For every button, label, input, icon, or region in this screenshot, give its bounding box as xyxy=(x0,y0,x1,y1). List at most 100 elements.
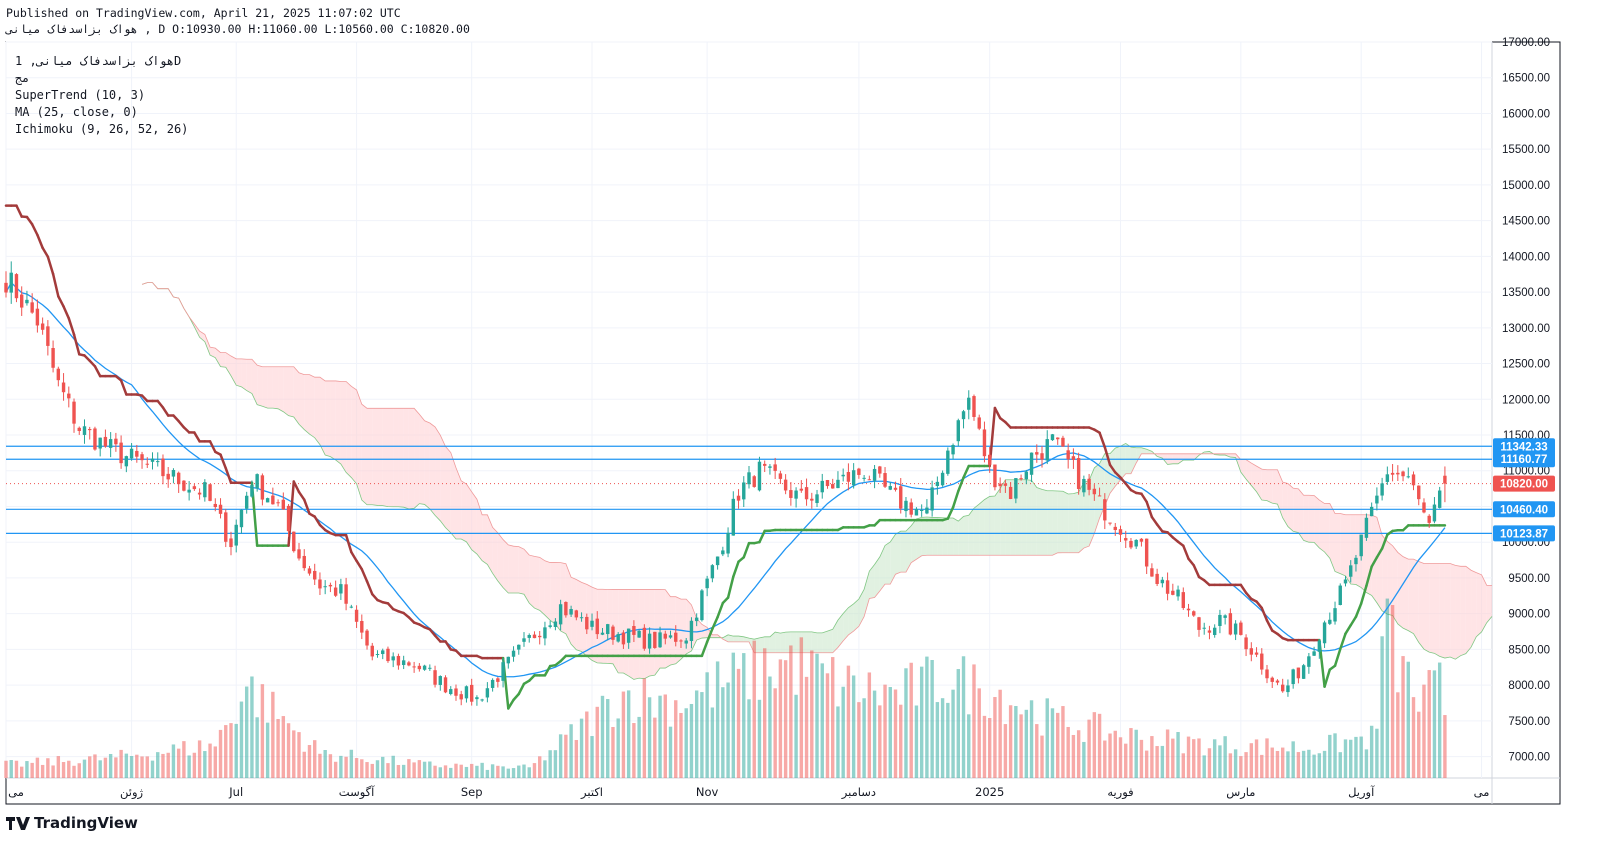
tradingview-logo[interactable]: TradingView xyxy=(6,814,138,832)
candle-body xyxy=(302,555,306,569)
candle-body xyxy=(595,618,599,635)
supertrend-segment xyxy=(517,682,526,696)
supertrend-segment xyxy=(1145,500,1154,519)
volume-bar xyxy=(1092,712,1097,778)
volume-bar xyxy=(438,767,442,778)
volume-bar xyxy=(443,765,448,778)
cloud-segment xyxy=(1052,490,1058,556)
candle-body xyxy=(433,670,437,685)
supertrend-segment xyxy=(527,674,536,682)
candle-body xyxy=(632,626,636,635)
volume-bar xyxy=(224,725,228,778)
candle-body xyxy=(532,634,537,639)
candle-body xyxy=(846,471,851,482)
plot-frame xyxy=(5,41,1561,805)
candle-body xyxy=(224,512,228,542)
candle-body xyxy=(804,487,809,500)
candle-body xyxy=(904,500,908,512)
volume-bar xyxy=(77,763,81,778)
cloud-segment xyxy=(1298,488,1304,541)
volume-bar xyxy=(1338,752,1342,778)
volume-bar xyxy=(532,763,537,778)
volume-bar xyxy=(700,692,704,778)
candle-body xyxy=(187,489,191,493)
supertrend-segment xyxy=(15,204,23,218)
volume-bar xyxy=(794,694,798,778)
cloud-segment xyxy=(848,603,854,635)
candle-body xyxy=(1050,434,1055,441)
candle-body xyxy=(1040,453,1044,460)
y-tick-label: 13000.00 xyxy=(1502,323,1550,335)
candle-body xyxy=(1108,522,1112,524)
candle-body xyxy=(642,627,647,649)
volume-bar xyxy=(171,744,176,778)
cloud-segment xyxy=(393,408,399,507)
cloud-segment xyxy=(618,589,624,674)
cloud-segment xyxy=(1335,513,1341,574)
candle-body xyxy=(1092,488,1097,495)
cloud-segment xyxy=(1062,491,1069,553)
candle-body xyxy=(449,689,453,695)
volume-bar xyxy=(140,756,144,778)
candle-body xyxy=(1139,538,1144,542)
cloud-segment xyxy=(1157,453,1163,459)
volume-bar xyxy=(485,769,490,778)
volume-bar xyxy=(1307,749,1311,778)
volume-bar xyxy=(61,762,66,778)
volume-bar xyxy=(396,764,401,778)
volume-bar xyxy=(1322,750,1327,778)
supertrend-segment xyxy=(193,431,201,443)
cloud-segment xyxy=(958,516,964,556)
candle-body xyxy=(244,495,249,509)
candle-body xyxy=(1212,627,1217,635)
candle-body xyxy=(700,590,704,621)
supertrend-segment xyxy=(360,567,369,583)
volume-bar xyxy=(846,665,851,778)
volume-bar xyxy=(658,695,662,778)
volume-bar xyxy=(883,684,887,778)
candle-body xyxy=(1422,502,1426,513)
candle-body xyxy=(705,578,709,589)
cloud-segment xyxy=(670,596,676,666)
volume-bar xyxy=(1014,706,1018,778)
candle-body xyxy=(878,466,882,474)
candle-body xyxy=(286,505,291,532)
volume-bar xyxy=(339,755,343,778)
supertrend-segment xyxy=(543,664,552,677)
cloud-segment xyxy=(1246,459,1252,486)
cloud-segment xyxy=(1418,561,1424,650)
candle-body xyxy=(103,436,108,447)
supertrend-segment xyxy=(1108,463,1117,474)
volume-bar xyxy=(114,757,118,778)
candle-body xyxy=(747,472,751,485)
volume-bar xyxy=(1312,754,1316,778)
supertrend-segment xyxy=(1140,492,1148,504)
candle-body xyxy=(585,616,589,630)
cloud-segment xyxy=(817,632,823,653)
volume-bar xyxy=(286,723,291,778)
candle-body xyxy=(501,662,505,681)
volume-bar xyxy=(1066,726,1070,778)
last-price-tag-bg xyxy=(1493,475,1555,492)
candle-body xyxy=(726,532,730,554)
candle-body xyxy=(333,587,338,596)
cloud-segment xyxy=(445,446,451,533)
volume-bar xyxy=(1249,743,1254,778)
volume-bar xyxy=(862,698,866,778)
volume-bar xyxy=(1061,706,1065,778)
volume-bar xyxy=(192,752,197,778)
y-tick-label: 14500.00 xyxy=(1502,216,1550,228)
legend-ma: MA (25, close, 0) xyxy=(15,105,138,119)
candle-body xyxy=(626,628,631,643)
volume-bar xyxy=(632,723,636,778)
candle-body xyxy=(1417,485,1421,500)
volume-bar xyxy=(715,661,720,778)
cloud-segment xyxy=(1314,495,1320,548)
volume-bar xyxy=(1270,747,1274,778)
volume-bar xyxy=(836,706,840,778)
cloud-segment xyxy=(1403,556,1409,631)
candle-body xyxy=(292,531,296,552)
supertrend-segment xyxy=(172,414,180,423)
cloud-segment xyxy=(973,504,980,556)
